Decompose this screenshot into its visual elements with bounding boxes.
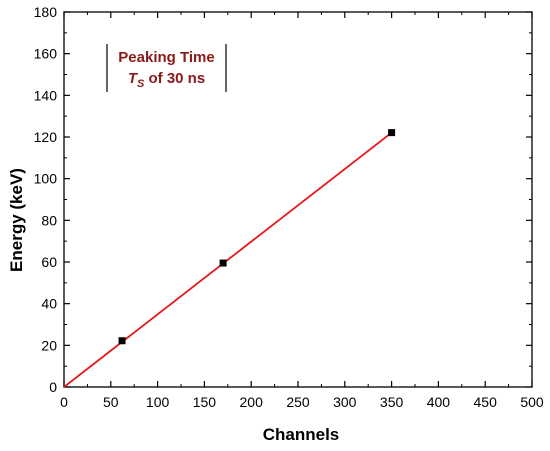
y-tick-label: 60 <box>41 254 57 270</box>
x-tick-label: 100 <box>146 394 170 410</box>
annotation-symbol: T <box>128 70 139 87</box>
data-point <box>388 129 396 137</box>
x-tick-label: 400 <box>427 394 451 410</box>
annotation-subscript: S <box>137 78 145 90</box>
x-tick-label: 250 <box>286 394 310 410</box>
y-tick-label: 180 <box>34 4 58 20</box>
x-axis-title: Channels <box>263 425 340 444</box>
y-axis-title: Energy (keV) <box>7 168 26 272</box>
plot-frame <box>63 11 533 388</box>
fit-line-group <box>63 131 393 388</box>
x-tick-label: 500 <box>520 394 544 410</box>
annotation-peaking-time: Peaking Time <box>118 49 214 66</box>
y-tick-label: 0 <box>49 379 57 395</box>
y-tick-label: 140 <box>34 87 58 103</box>
fit-line <box>63 131 393 388</box>
x-tick-label: 150 <box>193 394 217 410</box>
x-tick-label: 50 <box>103 394 119 410</box>
x-tick-label: 350 <box>380 394 404 410</box>
x-tick-label: 450 <box>474 394 498 410</box>
annotation-time-value: TS of 30 ns <box>128 70 205 90</box>
y-tick-label: 20 <box>41 337 57 353</box>
axis-ticks-group: 0 50 100 150 200 250 300 350 400 450 500 0 20 40 60 80 1… <box>34 4 544 410</box>
x-tick-label: 200 <box>240 394 264 410</box>
x-tick-label: 0 <box>60 394 68 410</box>
annotation-rest: of 30 ns <box>144 70 205 87</box>
y-tick-label: 100 <box>34 171 58 187</box>
data-points-group <box>118 129 396 345</box>
data-point <box>118 337 126 345</box>
y-tick-label: 160 <box>34 46 58 62</box>
y-tick-label: 80 <box>41 212 57 228</box>
y-tick-label: 40 <box>41 296 57 312</box>
x-tick-label: 300 <box>333 394 357 410</box>
y-tick-label: 120 <box>34 129 58 145</box>
plot-frame-group <box>63 11 533 388</box>
data-point <box>219 259 227 267</box>
